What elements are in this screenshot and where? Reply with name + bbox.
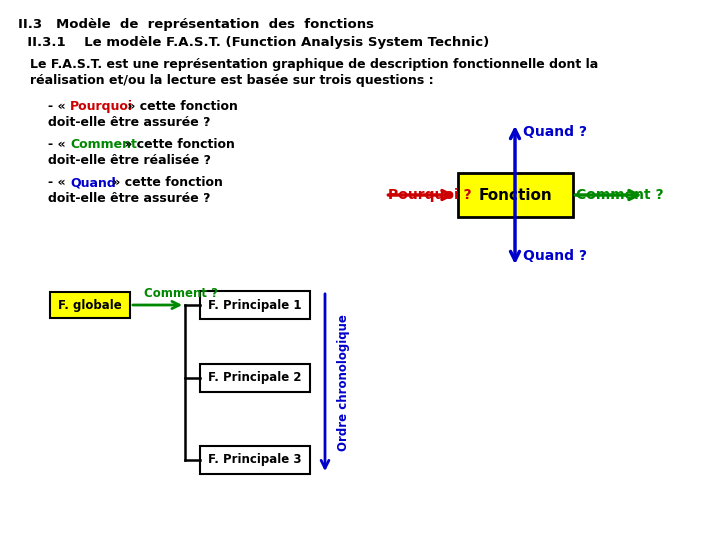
Text: F. globale: F. globale bbox=[58, 299, 122, 312]
Text: F. Principale 3: F. Principale 3 bbox=[208, 454, 302, 467]
Text: réalisation et/ou la lecture est basée sur trois questions :: réalisation et/ou la lecture est basée s… bbox=[30, 74, 433, 87]
Bar bbox=[200, 364, 310, 392]
Text: Comment: Comment bbox=[70, 138, 137, 151]
Text: Fonction: Fonction bbox=[478, 187, 552, 202]
Text: doit-elle être assurée ?: doit-elle être assurée ? bbox=[48, 192, 210, 205]
Text: F. Principale 2: F. Principale 2 bbox=[208, 372, 302, 384]
Bar bbox=[50, 292, 130, 318]
Bar bbox=[200, 291, 310, 319]
Bar bbox=[457, 173, 572, 217]
Text: » cette fonction: » cette fonction bbox=[123, 100, 238, 113]
Text: - «: - « bbox=[48, 100, 70, 113]
Text: II.3.1    Le modèle F.A.S.T. (Function Analysis System Technic): II.3.1 Le modèle F.A.S.T. (Function Anal… bbox=[18, 36, 490, 49]
Text: doit-elle être assurée ?: doit-elle être assurée ? bbox=[48, 116, 210, 129]
Text: - «: - « bbox=[48, 176, 70, 189]
Text: Le F.A.S.T. est une représentation graphique de description fonctionnelle dont l: Le F.A.S.T. est une représentation graph… bbox=[30, 58, 598, 71]
Text: Pourquoi: Pourquoi bbox=[70, 100, 133, 113]
Text: » cette fonction: » cette fonction bbox=[108, 176, 223, 189]
Text: F. Principale 1: F. Principale 1 bbox=[208, 299, 302, 312]
Text: Comment ?: Comment ? bbox=[144, 287, 218, 300]
Text: II.3   Modèle  de  représentation  des  fonctions: II.3 Modèle de représentation des foncti… bbox=[18, 18, 374, 31]
Text: Quand: Quand bbox=[70, 176, 116, 189]
Text: Comment ?: Comment ? bbox=[577, 188, 664, 202]
Text: Ordre chronologique: Ordre chronologique bbox=[337, 314, 350, 451]
Text: » cette fonction: » cette fonction bbox=[120, 138, 235, 151]
Text: Pourquoi ?: Pourquoi ? bbox=[387, 188, 471, 202]
Bar bbox=[200, 446, 310, 474]
Text: Quand ?: Quand ? bbox=[523, 249, 587, 263]
Text: Quand ?: Quand ? bbox=[523, 125, 587, 139]
Text: - «: - « bbox=[48, 138, 70, 151]
Text: doit-elle être réalisée ?: doit-elle être réalisée ? bbox=[48, 154, 211, 167]
